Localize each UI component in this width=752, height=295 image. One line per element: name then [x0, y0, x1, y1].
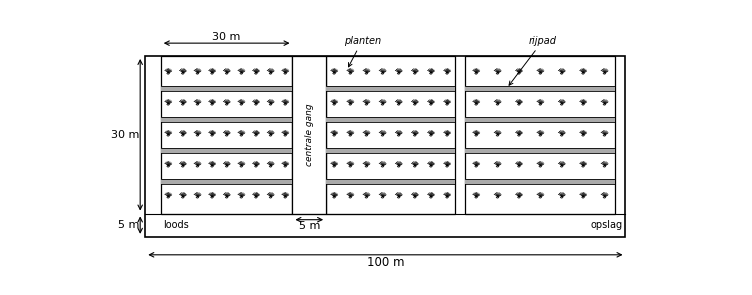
Bar: [145, 56, 626, 237]
Text: 30 m: 30 m: [111, 130, 139, 140]
Text: 100 m: 100 m: [367, 256, 404, 269]
Bar: [326, 56, 455, 214]
Text: planten: planten: [344, 36, 381, 67]
Text: 30 m: 30 m: [213, 32, 241, 42]
Bar: [161, 56, 293, 214]
Bar: [326, 86, 455, 91]
Text: rijpad: rijpad: [509, 36, 557, 85]
Bar: [293, 56, 326, 214]
Text: opslag: opslag: [591, 220, 623, 230]
Bar: [161, 148, 293, 153]
Bar: [465, 117, 615, 122]
Bar: [326, 148, 455, 153]
Bar: [465, 179, 615, 184]
Bar: [465, 86, 615, 91]
Text: 5 m: 5 m: [299, 221, 320, 231]
Text: 5 m: 5 m: [118, 220, 139, 230]
Bar: [465, 56, 615, 214]
Bar: [161, 179, 293, 184]
Bar: [161, 86, 293, 91]
Bar: [326, 179, 455, 184]
Text: centrale gang: centrale gang: [305, 104, 314, 166]
Bar: [465, 148, 615, 153]
Text: loods: loods: [163, 220, 190, 230]
Bar: [161, 117, 293, 122]
Bar: [326, 117, 455, 122]
